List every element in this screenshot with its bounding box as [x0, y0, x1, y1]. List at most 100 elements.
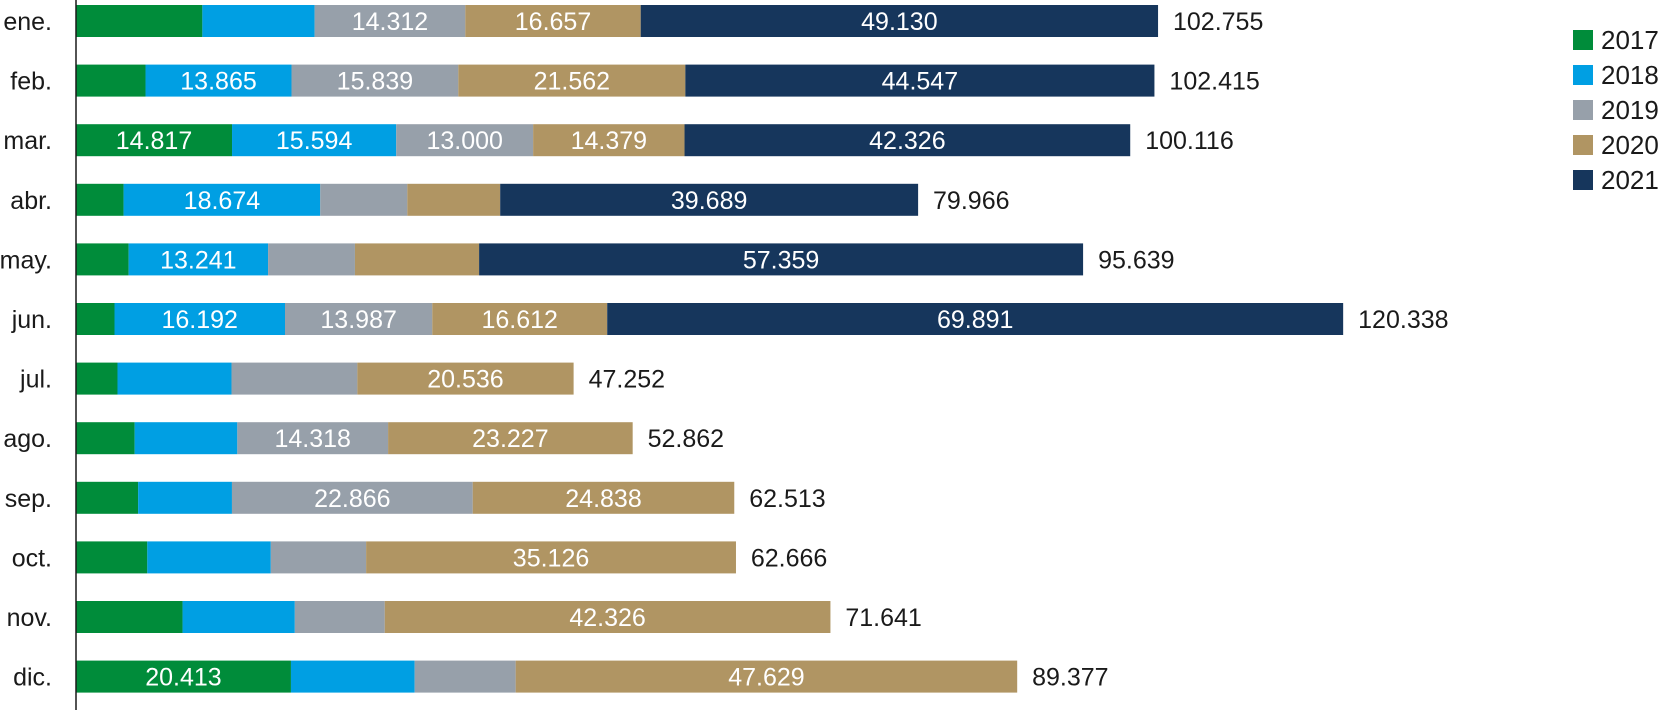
- legend-label: 2021: [1601, 165, 1659, 195]
- legend-label: 2018: [1601, 60, 1659, 90]
- bar-segment-2019: [231, 362, 358, 395]
- data-label-2020: 23.227: [472, 425, 548, 453]
- data-label-2021: 42.326: [869, 127, 945, 155]
- legend-label: 2020: [1601, 130, 1659, 160]
- data-label-2020: 24.838: [565, 485, 641, 513]
- bar-row: 14.318 23.227: [76, 422, 633, 455]
- bar-segment-2017: [76, 124, 233, 157]
- bars-layer: 14.312 16.657 49.130 13.865 15.839 21.562 44.5…: [76, 5, 1344, 693]
- category-label: ene.: [3, 8, 52, 36]
- bar-segment-2018: [147, 541, 271, 574]
- bar-segment-2018: [134, 422, 238, 455]
- legend-item: 2019: [1573, 95, 1659, 125]
- total-label: 102.755: [1173, 8, 1263, 36]
- bar-segment-2018: [202, 5, 315, 37]
- bar-segment-2019: [270, 541, 367, 574]
- data-label-2021: 57.359: [743, 246, 819, 274]
- total-label: 62.513: [749, 485, 825, 513]
- data-label-2021: 69.891: [937, 306, 1013, 334]
- data-label-2020: 16.612: [482, 306, 558, 334]
- bar-segment-2018: [114, 303, 285, 335]
- bar-segment-2017: [76, 422, 135, 455]
- bar-segment-2017: [76, 541, 148, 574]
- legend-swatch: [1573, 170, 1593, 190]
- bar-segment-2021: [640, 5, 1159, 37]
- category-label: mar.: [3, 127, 52, 155]
- bar-segment-2019: [396, 124, 534, 157]
- total-label: 95.639: [1098, 246, 1174, 274]
- data-label-2018: 15.594: [276, 127, 353, 155]
- data-label-2019: 14.318: [274, 425, 350, 453]
- bar-row: 20.413 47.629: [76, 660, 1018, 693]
- bar-segment-2019: [284, 303, 433, 335]
- data-label-2017: 20.413: [145, 664, 221, 692]
- category-label: jul.: [19, 366, 52, 394]
- bar-segment-2017: [76, 64, 146, 97]
- legend-swatch: [1573, 135, 1593, 155]
- total-label: 100.116: [1145, 127, 1234, 155]
- bar-segment-2020: [354, 243, 480, 276]
- legend-item: 2021: [1573, 165, 1659, 195]
- bar-segment-2020: [533, 124, 685, 157]
- bar-segment-2017: [76, 183, 124, 216]
- category-label: nov.: [7, 604, 52, 632]
- bar-row: 16.192 13.987 16.612 69.891: [76, 303, 1344, 335]
- data-label-2020: 20.536: [427, 366, 503, 394]
- category-label: feb.: [10, 68, 52, 96]
- bar-segment-2020: [407, 183, 501, 216]
- category-label: sep.: [5, 485, 52, 513]
- data-label-2020: 14.379: [571, 127, 647, 155]
- data-label-2018: 13.865: [180, 68, 256, 96]
- bar-segment-2018: [128, 243, 269, 276]
- bar-segment-2021: [684, 124, 1131, 157]
- bar-segment-2017: [76, 601, 183, 633]
- bar-row: 18.674 39.689: [76, 183, 919, 216]
- legend: 2017 2018 2019 2020 2021: [1573, 25, 1659, 195]
- total-label: 62.666: [751, 544, 827, 572]
- bar-segment-2020: [465, 5, 641, 37]
- bar-segment-2017: [76, 303, 115, 335]
- category-label: oct.: [12, 544, 52, 572]
- total-label: 102.415: [1169, 68, 1259, 96]
- total-label: 52.862: [648, 425, 724, 453]
- total-label: 79.966: [933, 187, 1009, 215]
- bar-row: 20.536: [76, 362, 574, 395]
- total-label: 47.252: [589, 366, 665, 394]
- data-label-2018: 16.192: [162, 306, 238, 334]
- bar-segment-2018: [138, 481, 232, 514]
- bar-segment-2020: [388, 422, 633, 455]
- legend-label: 2017: [1601, 25, 1659, 55]
- total-label: 89.377: [1032, 664, 1108, 692]
- category-axis-labels: ene. feb. mar. abr. may. jun. jul. ago. sep. oct.…: [0, 8, 52, 692]
- category-label: dic.: [13, 664, 52, 692]
- category-label: jun.: [11, 306, 52, 334]
- bar-segment-2020: [384, 601, 831, 633]
- bar-segment-2018: [145, 64, 292, 97]
- data-label-2020: 42.326: [569, 604, 645, 632]
- bar-segment-2017: [76, 481, 139, 514]
- bar-segment-2021: [685, 64, 1155, 97]
- bar-segment-2018: [290, 660, 415, 693]
- bar-row: 22.866 24.838: [76, 481, 735, 514]
- bar-row: 13.241 57.359: [76, 243, 1084, 276]
- data-label-2020: 16.657: [515, 8, 591, 36]
- bar-segment-2019: [414, 660, 516, 693]
- data-label-2020: 47.629: [728, 664, 804, 692]
- bar-segment-2017: [76, 362, 118, 395]
- legend-item: 2018: [1573, 60, 1659, 90]
- data-label-2017: 14.817: [116, 127, 192, 155]
- data-label-2019: 13.000: [426, 127, 502, 155]
- total-label: 120.338: [1358, 306, 1448, 334]
- total-label: 71.641: [845, 604, 921, 632]
- data-label-2021: 39.689: [671, 187, 747, 215]
- data-label-2020: 35.126: [513, 544, 589, 572]
- bar-segment-2020: [366, 541, 736, 574]
- bar-segment-2021: [500, 183, 919, 216]
- bar-segment-2019: [268, 243, 355, 276]
- category-label: abr.: [10, 187, 52, 215]
- bar-segment-2020: [472, 481, 735, 514]
- legend-item: 2020: [1573, 130, 1659, 160]
- bar-segment-2020: [515, 660, 1018, 693]
- bar-segment-2017: [76, 243, 129, 276]
